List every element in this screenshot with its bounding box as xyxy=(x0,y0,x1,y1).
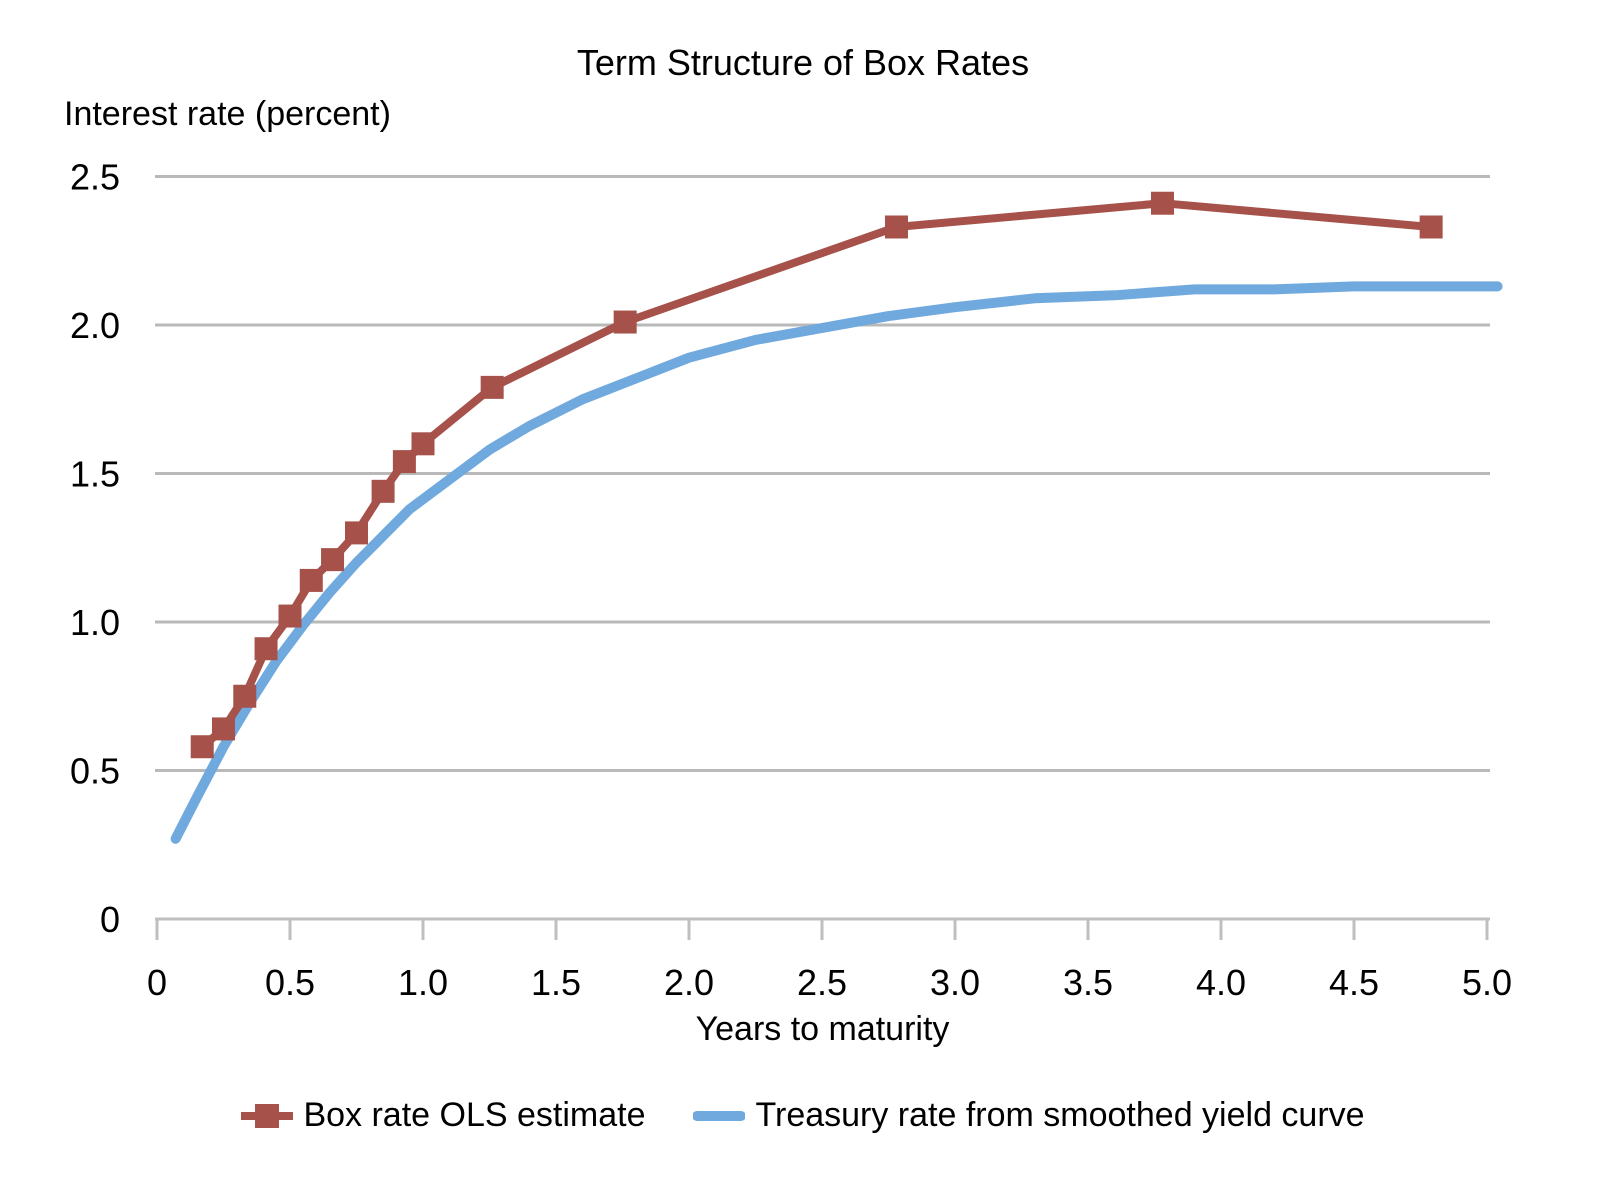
x-tick-label: 3.5 xyxy=(1063,962,1113,1003)
legend-item-box-rate: Box rate OLS estimate xyxy=(241,1096,645,1135)
box-rate-marker xyxy=(1419,215,1443,239)
y-tick-label: 2.5 xyxy=(70,157,120,198)
x-tick-label: 0.5 xyxy=(265,962,315,1003)
x-tick-label: 2.5 xyxy=(797,962,847,1003)
x-tick-label: 1.5 xyxy=(531,962,581,1003)
box-rate-line xyxy=(199,199,1432,750)
box-rate-marker xyxy=(480,375,504,399)
box-rate-legend-symbol-icon xyxy=(241,1103,294,1128)
x-tick-label: 2.0 xyxy=(664,962,714,1003)
legend-label-treasury: Treasury rate from smoothed yield curve xyxy=(755,1096,1365,1134)
legend: Box rate OLS estimate Treasury rate from… xyxy=(0,1096,1606,1135)
x-tick-label: 5.0 xyxy=(1462,962,1512,1003)
box-rate-marker xyxy=(233,684,257,708)
box-rate-marker xyxy=(371,479,395,503)
y-tick-label: 2.0 xyxy=(70,305,120,346)
x-tick-label: 3.0 xyxy=(930,962,980,1003)
box-rate-marker xyxy=(254,637,278,661)
x-axis-title: Years to maturity xyxy=(695,1010,950,1048)
x-tick-label: 1.0 xyxy=(398,962,448,1003)
legend-label-box-rate: Box rate OLS estimate xyxy=(303,1096,646,1134)
box-rate-marker xyxy=(299,568,323,592)
x-tick-label: 4.0 xyxy=(1196,962,1246,1003)
treasury-legend-symbol-icon xyxy=(693,1110,746,1121)
box-rate-marker xyxy=(212,717,235,741)
legend-item-treasury: Treasury rate from smoothed yield curve xyxy=(693,1096,1365,1135)
box-rate-marker xyxy=(278,604,302,628)
y-tick-label: 1.5 xyxy=(70,454,120,495)
box-rate-marker xyxy=(1150,191,1174,215)
box-rate-marker xyxy=(411,432,435,456)
chart-title: Term Structure of Box Rates xyxy=(576,42,1030,83)
y-tick-label: 0.5 xyxy=(70,751,120,792)
y-axis-title: Interest rate (percent) xyxy=(64,95,391,133)
box-rate-marker xyxy=(613,310,637,334)
x-tick-label: 0 xyxy=(147,962,167,1003)
y-tick-label: 0 xyxy=(100,899,120,940)
y-tick-label: 1.0 xyxy=(70,602,120,643)
box-rate-marker xyxy=(345,521,368,545)
treasury-curve xyxy=(170,281,1503,844)
box-rate-marker xyxy=(321,548,345,572)
x-tick-label: 4.5 xyxy=(1329,962,1379,1003)
box-rate-marker xyxy=(884,215,908,239)
box-rate-marker xyxy=(190,735,214,759)
box-rate-marker xyxy=(392,450,416,474)
